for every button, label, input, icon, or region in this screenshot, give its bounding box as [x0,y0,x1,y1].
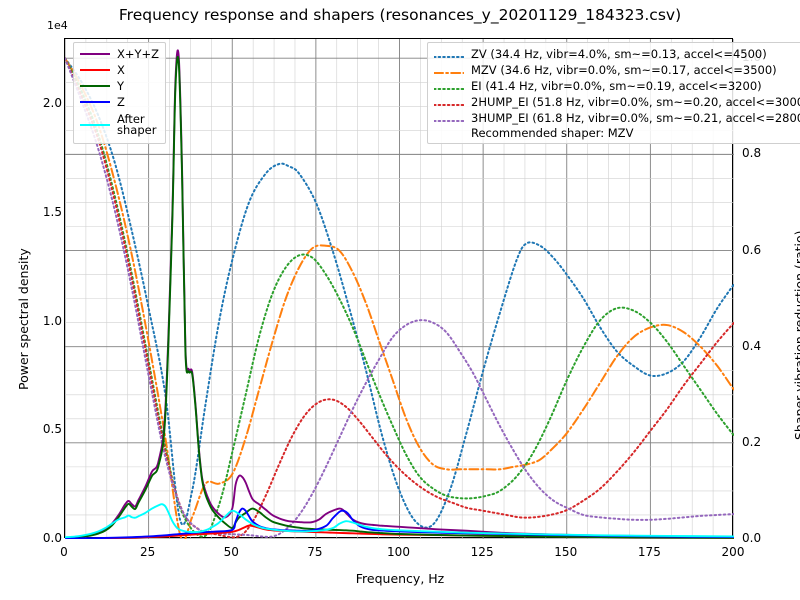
legend-item-z[interactable]: Z [80,94,159,110]
x-axis-label: Frequency, Hz [355,571,445,586]
shaper-legend-label: 2HUMP_EI (51.8 Hz, vibr=0.0%, sm~=0.20, … [471,94,800,109]
psd-curve-x-y-z [65,49,734,539]
legend-swatch-icon [433,48,465,60]
x-tick-label: 175 [637,545,661,559]
legend-swatch-icon [433,96,465,108]
legend-item-label: Z [117,94,125,109]
x-tick-label: 100 [387,545,410,559]
legend-swatch-icon [433,80,465,92]
shaper-legend-item-ei[interactable]: EI (41.4 Hz, vibr=0.0%, sm~=0.19, accel<… [433,78,800,94]
y-axis-offset-label: 1e4 [47,19,68,32]
shaper-legend-item-3hump_ei[interactable]: 3HUMP_EI (61.8 Hz, vibr=0.0%, sm~=0.21, … [433,110,800,126]
legend-item-y[interactable]: Y [80,78,159,94]
shaper-legend-item-mzv[interactable]: MZV (34.6 Hz, vibr=0.0%, sm~=0.17, accel… [433,62,800,78]
x-tick-label: 0 [60,545,68,559]
psd-curve-y [65,56,734,539]
x-tick-label: 75 [307,545,323,559]
y-left-tick-label: 0.5 [42,422,62,437]
shaper-legend-item-zv[interactable]: ZV (34.4 Hz, vibr=4.0%, sm~=0.13, accel<… [433,46,800,62]
shaper-legend-label: EI (41.4 Hz, vibr=0.0%, sm~=0.19, accel<… [471,78,762,93]
legend-swatch-icon [433,112,465,124]
legend-swatch-icon [433,64,465,76]
x-tick-label: 25 [139,545,156,559]
y-right-tick-label: 0.6 [742,242,762,257]
legend-item-label: After shaper [117,111,157,137]
y-left-tick-label: 0.0 [42,531,62,545]
shaper-legend-label: MZV (34.6 Hz, vibr=0.0%, sm~=0.17, accel… [471,62,777,77]
recommended-shaper-note: Recommended shaper: MZV [471,126,634,140]
legend-item-x[interactable]: X [80,62,159,78]
y-right-tick-label: 0.8 [742,146,762,161]
legend-item-label: X [117,62,125,77]
legend-swatch-icon [80,96,110,108]
x-tick-label: 200 [721,545,745,559]
series-legend[interactable]: X+Y+Z X Y Z After shaper [73,42,167,144]
legend-swatch-icon [80,119,110,131]
y-left-tick-label: 1.0 [42,313,62,328]
y-left-tick-label: 1.5 [42,204,62,219]
shaper-legend-item-2hump_ei[interactable]: 2HUMP_EI (51.8 Hz, vibr=0.0%, sm~=0.20, … [433,94,800,110]
y-axis-left-label: Power spectral density [16,248,31,390]
psd-curve-after-shaper [65,503,734,539]
legend-item-label: Y [117,78,125,93]
legend-swatch-icon [80,64,110,76]
y-axis-right-label: Shaper vibration reduction (ratio) [792,230,800,440]
legend-swatch-icon [80,48,110,60]
x-tick-label: 150 [554,545,578,559]
page-title: Frequency response and shapers (resonanc… [118,6,682,24]
shaper-legend-label: ZV (34.4 Hz, vibr=4.0%, sm~=0.13, accel<… [471,46,767,61]
shaper-legend-label: 3HUMP_EI (61.8 Hz, vibr=0.0%, sm~=0.21, … [471,110,800,125]
legend-item-x-y-z[interactable]: X+Y+Z [80,46,159,62]
legend-item-after-shaper[interactable]: After shaper [80,110,159,140]
shaper-curve-mzv [65,57,734,539]
y-right-tick-label: 0.2 [742,434,762,449]
y-right-tick-label: 0.0 [742,531,762,545]
x-tick-label: 50 [223,545,239,559]
y-left-tick-label: 2.0 [42,96,62,111]
y-right-tick-label: 0.4 [742,338,762,353]
legend-swatch-icon [80,80,110,92]
shaper-curve-3hump_ei [65,57,734,538]
shaper-legend[interactable]: ZV (34.4 Hz, vibr=4.0%, sm~=0.13, accel<… [427,42,800,144]
x-tick-label: 125 [470,545,494,559]
legend-item-label: X+Y+Z [117,46,160,61]
